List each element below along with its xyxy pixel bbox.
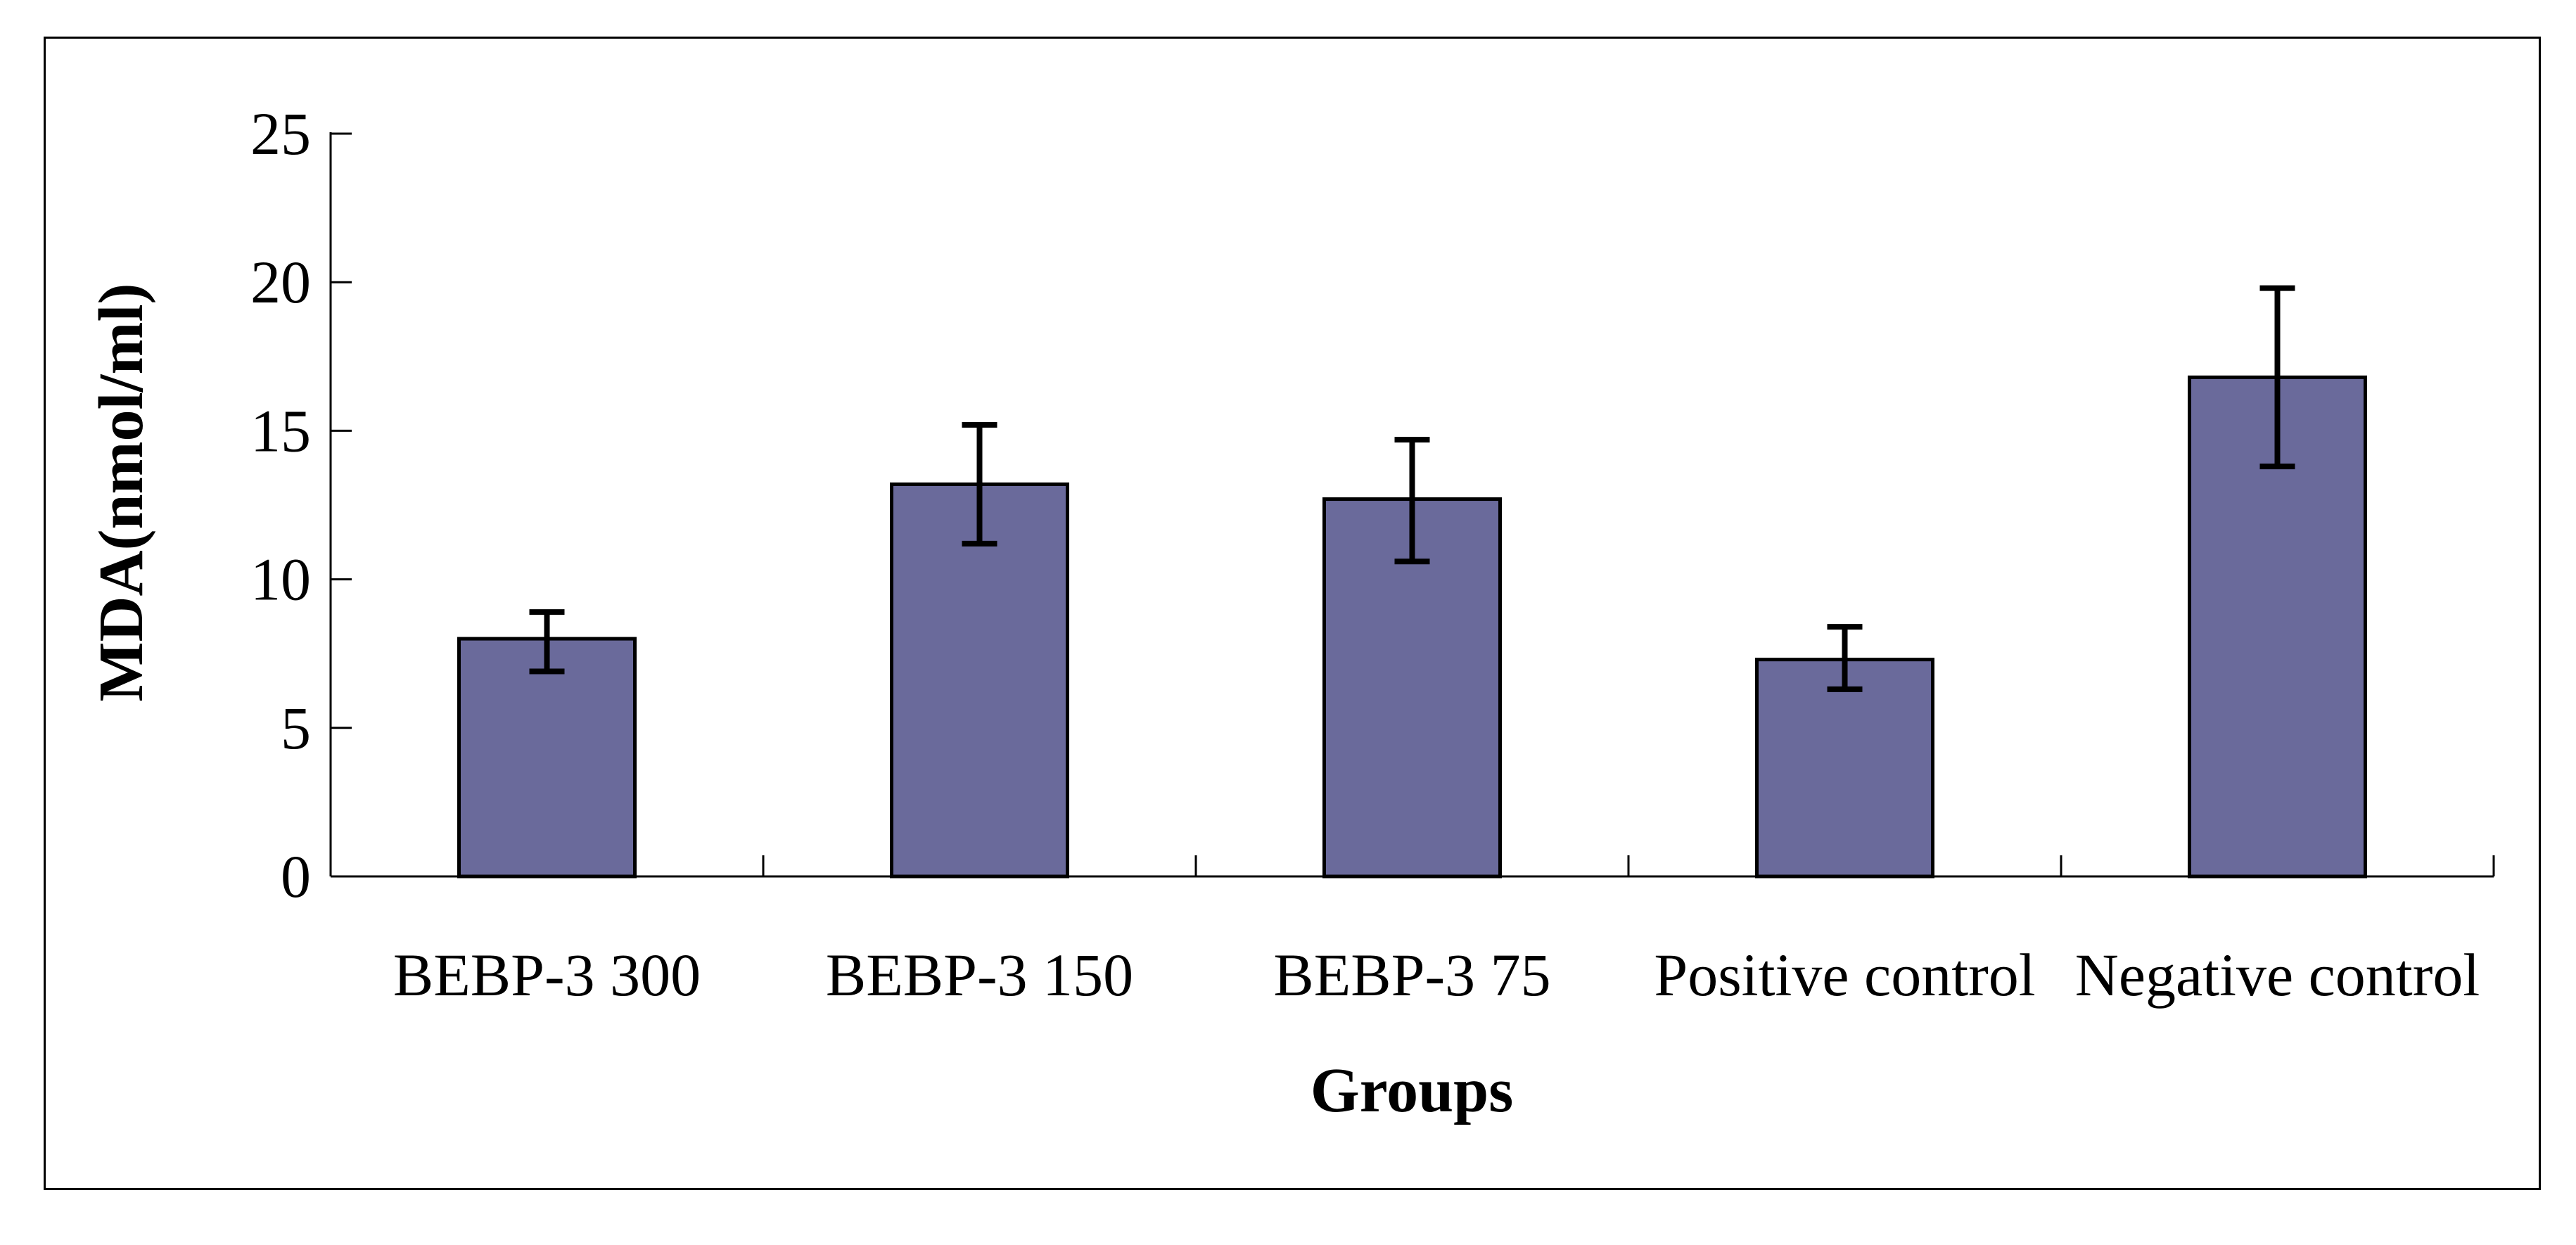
category-label: BEBP-3 150: [826, 941, 1133, 1009]
category-label: Negative control: [2075, 941, 2480, 1009]
y-tick-label: 0: [281, 843, 311, 910]
y-tick-label: 10: [250, 546, 311, 613]
y-tick-label: 25: [250, 100, 311, 167]
bar: [457, 637, 637, 879]
category-label: Positive control: [1654, 941, 2035, 1009]
y-axis-title: MDA(nmol/ml): [87, 283, 156, 702]
bar: [1755, 658, 1934, 879]
category-label: BEBP-3 75: [1273, 941, 1550, 1009]
y-tick-label: 20: [250, 248, 311, 316]
category-label: BEBP-3 300: [393, 941, 701, 1009]
y-tick-label: 15: [250, 397, 311, 464]
y-tick-label: 5: [281, 694, 311, 762]
bar: [890, 482, 1069, 879]
x-axis-title: Groups: [1311, 1056, 1513, 1125]
figure-border: [44, 37, 2541, 1190]
